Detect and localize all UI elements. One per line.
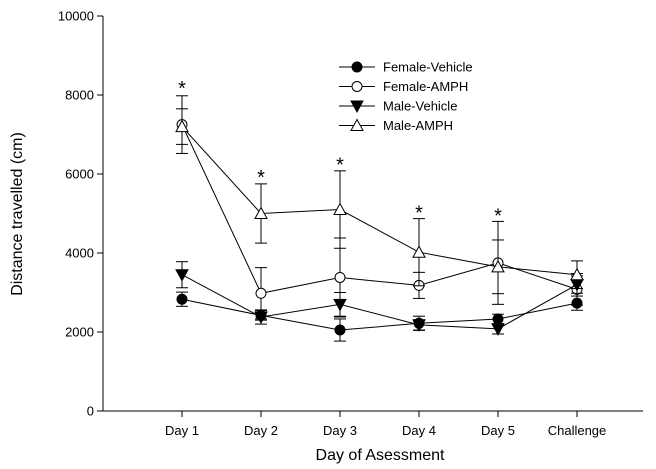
significance-marker: *: [178, 78, 186, 100]
y-tick-label: 6000: [65, 167, 94, 182]
legend-entry: Male-Vehicle: [339, 99, 457, 114]
series-line: [181, 274, 578, 330]
y-tick-label: 10000: [58, 9, 94, 24]
x-axis-title: Day of Asessment: [316, 447, 446, 464]
legend-marker: [350, 100, 364, 114]
data-point: [333, 298, 347, 312]
y-tick-label: 2000: [65, 325, 94, 340]
series-line: [181, 126, 578, 276]
series-line: [181, 124, 578, 294]
significance-marker: *: [415, 203, 423, 225]
legend-marker: [351, 61, 363, 73]
x-axis-ticks: Day 1 Day 2 Day 3 Day 4 Day 5 Challenge: [165, 411, 606, 438]
data-point: [334, 324, 346, 336]
data-point: [254, 206, 268, 219]
series-layer: [175, 95, 584, 342]
legend: Female-Vehicle Female-AMPH Male-Vehicle Mal…: [339, 60, 473, 133]
data-point: [333, 202, 347, 216]
data-point: [412, 319, 426, 332]
legend-entry: Female-Vehicle: [339, 60, 473, 75]
series-female-vehicle: [176, 291, 583, 342]
data-point: [334, 271, 346, 283]
legend-label: Female-Vehicle: [383, 60, 473, 75]
x-tick-label: Day 2: [244, 423, 278, 438]
legend-label: Male-Vehicle: [383, 99, 457, 114]
series-line: [181, 298, 578, 331]
data-point: [491, 323, 505, 336]
data-point: [412, 245, 426, 258]
data-point: [176, 293, 188, 305]
legend-label: Female-AMPH: [383, 79, 468, 94]
legend-entry: Male-AMPH: [339, 118, 453, 133]
x-tick-label: Challenge: [548, 423, 607, 438]
data-point: [255, 287, 267, 299]
significance-marker: *: [336, 154, 344, 176]
y-tick-label: 0: [87, 404, 94, 419]
y-axis-ticks: 0 2000 4000 6000 8000 10000: [58, 9, 103, 419]
significance-marker: *: [257, 167, 265, 189]
x-tick-label: Day 3: [323, 423, 357, 438]
series-female-amph: [176, 95, 583, 320]
x-tick-label: Day 4: [402, 423, 436, 438]
data-point: [254, 311, 268, 325]
data-point: [175, 119, 189, 133]
axes: [102, 16, 643, 412]
y-axis-title: Distance travelled (cm): [9, 132, 26, 296]
series-male-amph: [175, 108, 584, 295]
significance-annotations: * * * * *: [178, 78, 502, 227]
data-point: [491, 259, 505, 273]
x-tick-label: Day 5: [481, 423, 515, 438]
data-point: [570, 267, 584, 281]
data-point: [175, 269, 189, 282]
significance-marker: *: [494, 205, 502, 227]
y-tick-label: 4000: [65, 246, 94, 261]
legend-entry: Female-AMPH: [339, 79, 468, 94]
y-tick-label: 8000: [65, 88, 94, 103]
legend-label: Male-AMPH: [383, 118, 453, 133]
series-male-vehicle: [175, 261, 584, 336]
x-tick-label: Day 1: [165, 423, 199, 438]
data-point: [492, 313, 504, 325]
legend-marker: [351, 81, 363, 92]
legend-marker: [350, 118, 364, 131]
